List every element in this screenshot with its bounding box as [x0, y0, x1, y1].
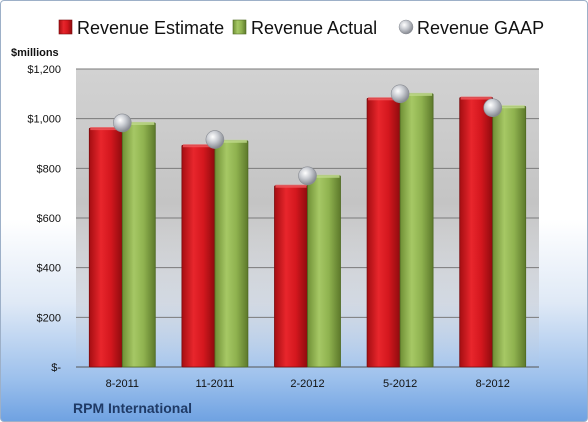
bar-top-highlight	[275, 184, 307, 188]
x-tick-label: 5-2012	[383, 378, 417, 390]
gaap-markers	[113, 84, 503, 186]
y-tick-label: $400	[37, 263, 61, 275]
legend: Revenue Estimate Revenue Actual Revenue GA…	[58, 18, 544, 38]
bar-revenue-actual	[307, 175, 341, 368]
x-tick-label: 8-2012	[476, 378, 510, 390]
gaap-sphere-marker	[205, 130, 225, 149]
x-tick-label: 8-2011	[106, 378, 139, 390]
bar-revenue-estimate	[459, 97, 494, 368]
bar-revenue-actual	[214, 140, 249, 368]
bar-revenue-estimate	[88, 127, 123, 368]
gaap-sphere-marker	[390, 84, 410, 104]
bar-revenue-actual	[399, 93, 434, 368]
bar-top-highlight	[215, 139, 247, 143]
legend-swatch-gaap	[398, 19, 414, 35]
y-tick-label: $600	[37, 213, 61, 225]
y-tick-label: $200	[37, 312, 61, 324]
y-tick-label: $800	[37, 163, 61, 175]
bar-revenue-actual	[492, 105, 527, 368]
bar-top-highlight	[368, 97, 400, 101]
gaap-sphere-marker	[298, 166, 317, 186]
gaap-sphere-marker	[483, 98, 503, 118]
bar-revenue-estimate	[274, 185, 308, 368]
bar-revenue-estimate	[366, 97, 401, 368]
bar-revenue-actual	[121, 122, 156, 368]
y-tick-label: $-	[51, 362, 61, 374]
legend-swatch-estimate	[58, 19, 73, 35]
y-axis-tick-labels: $- $200 $400 $600 $800 $1,000 $1,200	[27, 64, 61, 374]
bar-top-highlight	[460, 96, 492, 100]
bar-top-highlight	[182, 144, 214, 148]
gaap-sphere-marker	[113, 113, 132, 133]
legend-swatch-actual	[232, 19, 247, 35]
x-axis-tick-labels: 8-2011 11-2011 2-2012 5-2012 8-2012	[106, 378, 510, 390]
bar-revenue-estimate	[181, 144, 216, 368]
bar-top-highlight	[123, 121, 155, 125]
x-tick-label: 2-2012	[290, 378, 324, 390]
bar-top-highlight	[493, 105, 525, 109]
legend-label: Revenue Estimate	[77, 18, 224, 38]
company-name: RPM International	[73, 400, 192, 416]
bar-top-highlight	[308, 174, 340, 178]
y-tick-label: $1,200	[27, 64, 61, 76]
y-axis-unit-label: $millions	[11, 47, 59, 59]
legend-label: Revenue Actual	[251, 18, 377, 38]
y-tick-label: $1,000	[27, 114, 61, 126]
bar-top-highlight	[90, 127, 122, 131]
bars	[88, 92, 527, 368]
x-tick-label: 11-2011	[196, 378, 235, 390]
legend-label: Revenue GAAP	[417, 18, 544, 38]
bar-top-highlight	[401, 92, 433, 96]
